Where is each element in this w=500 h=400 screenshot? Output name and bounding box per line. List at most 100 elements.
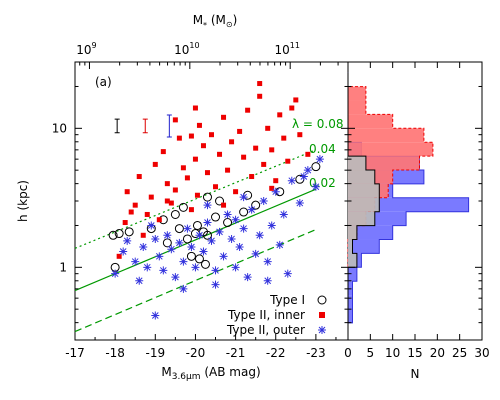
hist-bar-type-ii-outer (348, 295, 353, 310)
point-type-ii-outer (179, 257, 188, 266)
point-type-i (108, 230, 118, 240)
point-type-ii-inner (277, 112, 283, 118)
legend-marker-type-i (317, 295, 327, 305)
point-type-ii-outer (231, 263, 240, 272)
point-type-ii-inner (269, 185, 275, 191)
point-type-ii-outer (243, 273, 252, 282)
legend-label-type-i: Type I (269, 293, 305, 307)
axis-ticks: -17 -18 -19 -20 -21 -22 -23 1 10 109 1010 1011 0 5 10 1… (52, 41, 490, 360)
point-type-ii-outer (179, 284, 188, 293)
error-bar-type-ii-inner (142, 118, 148, 134)
x-tick-label: -23 (306, 346, 326, 360)
point-type-ii-outer (143, 263, 152, 272)
point-type-i (202, 230, 212, 240)
x-tick-label: -18 (105, 346, 125, 360)
lambda-label-0-02: 0.02 (309, 176, 336, 190)
point-type-ii-outer (283, 269, 292, 278)
point-type-ii-inner (241, 154, 247, 160)
point-type-ii-outer (231, 215, 240, 224)
scatter-points (108, 81, 324, 320)
x-tick-label: -19 (145, 346, 165, 360)
point-type-ii-outer (159, 266, 168, 275)
hist-x-tick-label: 30 (474, 346, 489, 360)
point-type-i (174, 224, 184, 234)
point-type-ii-outer (259, 197, 268, 205)
point-type-ii-outer (163, 231, 172, 240)
point-type-ii-inner (194, 192, 200, 198)
hist-bar-type-i (348, 156, 366, 171)
hist-x-tick-label: 10 (385, 346, 400, 360)
point-type-ii-inner (148, 194, 154, 200)
point-type-ii-outer (203, 218, 212, 227)
point-type-ii-inner (245, 107, 251, 113)
point-type-i (251, 200, 261, 210)
y-axis-label: h (kpc) (16, 180, 30, 222)
point-type-ii-outer (219, 252, 228, 261)
hist-bar-type-ii-outer (348, 239, 380, 254)
point-type-ii-outer (167, 245, 176, 254)
hist-bar-type-i (348, 225, 357, 240)
point-type-ii-outer (251, 249, 260, 258)
error-bar-type-ii-outer (166, 114, 172, 138)
point-type-ii-outer (123, 236, 132, 245)
point-type-ii-inner (233, 189, 239, 195)
point-type-ii-outer (211, 280, 220, 289)
legend-marker-type-ii-outer (318, 326, 326, 334)
point-type-ii-inner (116, 253, 122, 259)
point-type-ii-inner (221, 202, 227, 208)
point-type-i (170, 209, 180, 219)
point-type-ii-outer (199, 247, 208, 256)
histogram-x-label: N (411, 367, 420, 381)
point-type-i (211, 212, 221, 222)
point-type-ii-inner (168, 200, 174, 206)
point-type-ii-inner (221, 114, 227, 120)
error-bar-type-i (114, 118, 120, 134)
point-type-ii-inner (128, 209, 134, 215)
point-type-ii-outer (303, 166, 312, 175)
point-type-ii-inner (176, 135, 182, 141)
point-type-ii-outer (239, 224, 248, 233)
point-type-ii-inner (213, 184, 219, 190)
hist-bar-type-ii-inner (348, 100, 366, 115)
point-type-ii-inner (269, 147, 275, 153)
point-type-ii-inner (249, 174, 255, 180)
point-type-ii-inner (188, 133, 194, 139)
top-tick-label: 1010 (174, 41, 199, 57)
point-type-ii-inner (200, 143, 206, 149)
error-bars (114, 114, 172, 138)
point-type-ii-inner (192, 156, 198, 162)
point-type-ii-inner (160, 149, 166, 155)
point-type-ii-outer (255, 231, 264, 240)
point-type-i (311, 162, 321, 172)
point-type-ii-inner (229, 139, 235, 145)
point-type-i (194, 254, 204, 264)
point-type-ii-inner (225, 167, 231, 173)
point-type-ii-inner (204, 170, 210, 176)
point-type-ii-outer (247, 205, 256, 214)
point-type-i (239, 207, 249, 217)
point-type-ii-inner (265, 125, 271, 131)
x-tick-label: -22 (266, 346, 286, 360)
point-type-ii-outer (279, 210, 288, 219)
hist-bar-type-i (348, 211, 375, 226)
hist-bar-type-i (348, 253, 357, 268)
point-type-ii-inner (289, 105, 295, 111)
x-tick-label: -21 (226, 346, 246, 360)
point-type-ii-inner (144, 211, 150, 217)
point-type-i (192, 220, 202, 230)
point-type-ii-outer (315, 155, 324, 164)
point-type-i (162, 238, 172, 248)
point-type-ii-outer (267, 221, 276, 230)
point-type-ii-inner (156, 217, 162, 223)
point-type-ii-outer (263, 276, 272, 285)
point-type-ii-inner (253, 145, 259, 151)
point-type-ii-inner (184, 175, 190, 181)
point-type-ii-inner (136, 174, 142, 180)
hist-bar-type-ii-inner (348, 142, 433, 157)
point-type-ii-inner (172, 187, 178, 193)
point-type-ii-outer (175, 238, 184, 247)
point-type-ii-inner (257, 93, 263, 99)
point-type-ii-outer (299, 172, 308, 181)
x-tick-label: -20 (186, 346, 206, 360)
point-type-ii-outer (211, 266, 220, 275)
